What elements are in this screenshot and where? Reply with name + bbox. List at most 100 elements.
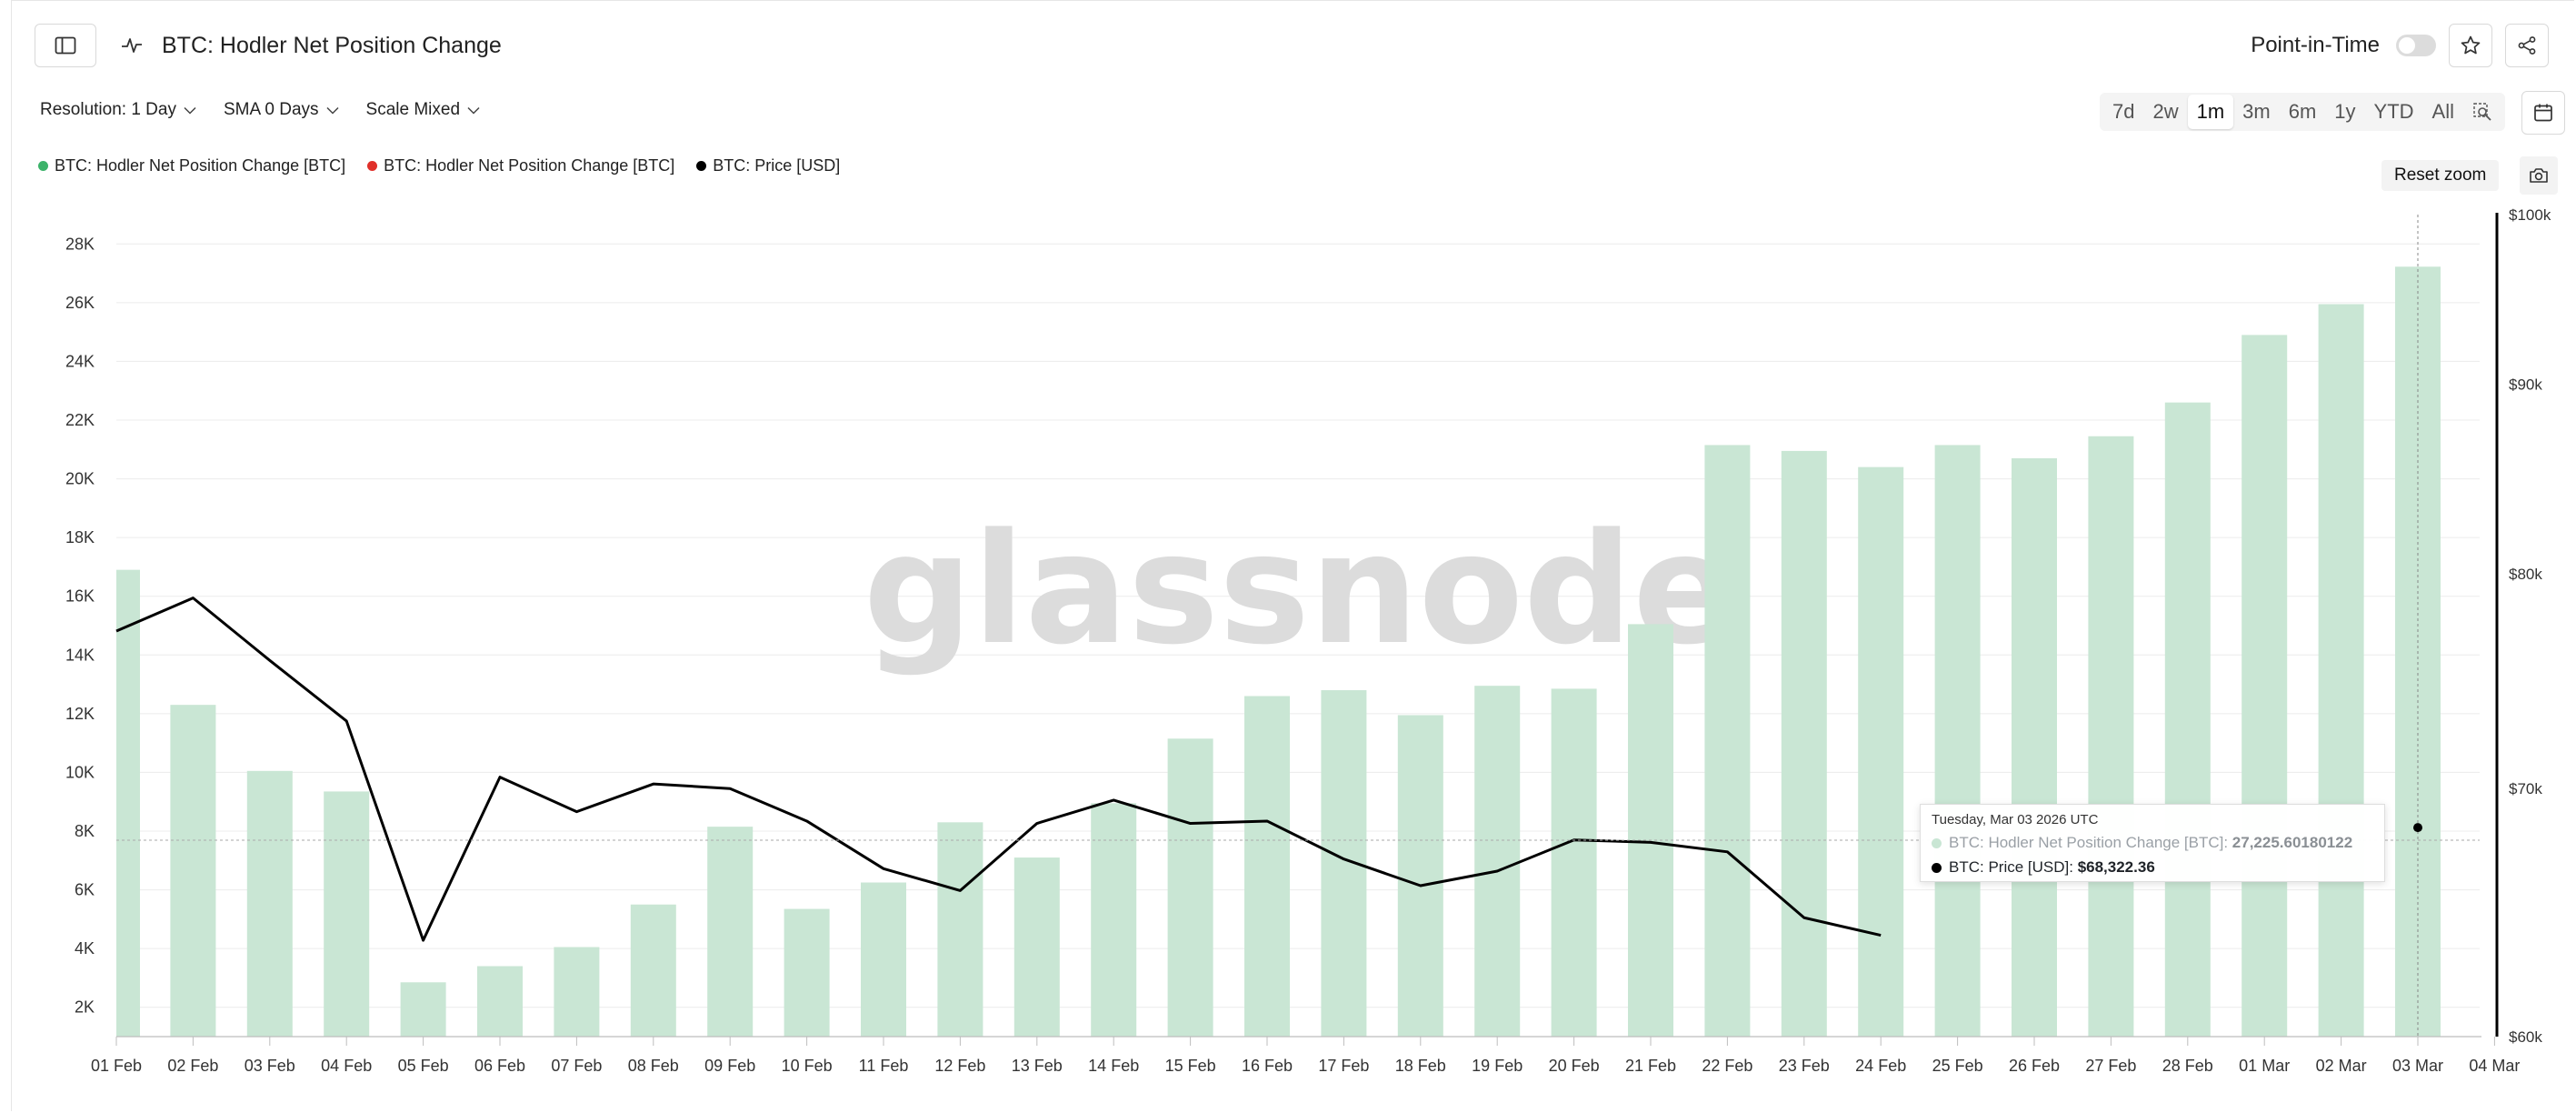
range-button-7d[interactable]: 7d (2112, 100, 2135, 123)
legend-dot (696, 161, 707, 171)
x-tick-label: 03 Feb (245, 1057, 295, 1075)
x-tick-label: 17 Feb (1318, 1057, 1369, 1075)
bar (2318, 304, 2364, 1037)
price-line (115, 597, 1882, 942)
x-tick-label: 08 Feb (628, 1057, 679, 1075)
tooltip-row2-value: $68,322.36 (2077, 858, 2155, 876)
bar (324, 791, 370, 1037)
x-tick-label: 20 Feb (1549, 1057, 1600, 1075)
range-button-3m[interactable]: 3m (2242, 100, 2271, 123)
range-button-2w[interactable]: 2w (2152, 100, 2179, 123)
bar (246, 770, 293, 1037)
screenshot-button[interactable] (2520, 156, 2558, 195)
bar (116, 569, 140, 1037)
calendar-button[interactable] (2521, 91, 2565, 135)
bar (170, 705, 216, 1037)
bar (1244, 696, 1290, 1037)
page-title: BTC: Hodler Net Position Change (162, 32, 502, 58)
bar (1474, 686, 1521, 1037)
bar (400, 982, 446, 1037)
point-in-time-label: Point-in-Time (2251, 33, 2380, 57)
x-tick-label: 07 Feb (551, 1057, 602, 1075)
legend-item[interactable]: BTC: Hodler Net Position Change [BTC] (367, 156, 674, 175)
x-tick-label: 09 Feb (704, 1057, 755, 1075)
header-actions: Point-in-Time (2251, 24, 2549, 67)
point-in-time-toggle[interactable] (2396, 35, 2436, 56)
tooltip-date: Tuesday, Mar 03 2026 UTC (1932, 812, 2099, 827)
x-tick-label: 04 Feb (321, 1057, 372, 1075)
tooltip-row2-label: BTC: Price [USD]: (1949, 858, 2078, 876)
x-tick-label: 24 Feb (1855, 1057, 1906, 1075)
chart-legend: BTC: Hodler Net Position Change [BTC] BTC… (38, 156, 840, 175)
bar (630, 904, 676, 1037)
right-tick-label: $80k (2509, 566, 2542, 583)
bar (1013, 857, 1060, 1037)
legend-dot (367, 161, 378, 171)
tooltip-row1-value: 27,225.60180122 (2232, 834, 2353, 851)
zoom-select-icon (2473, 103, 2491, 121)
bar (861, 882, 906, 1037)
range-button-ytd[interactable]: YTD (2373, 100, 2414, 123)
favorite-button[interactable] (2449, 24, 2492, 67)
bar (2012, 457, 2057, 1037)
range-button-all[interactable]: All (2431, 100, 2454, 123)
legend-label: BTC: Hodler Net Position Change [BTC] (384, 156, 675, 175)
range-button-1y[interactable]: 1y (2334, 100, 2356, 123)
x-tick-label: 26 Feb (2009, 1057, 2060, 1075)
x-tick-label: 01 Feb (91, 1057, 142, 1075)
x-tick-label: 23 Feb (1779, 1057, 1830, 1075)
hover-point (2413, 823, 2422, 833)
bar (2242, 335, 2288, 1037)
legend-item[interactable]: BTC: Price [USD] (696, 156, 840, 175)
range-button-6m[interactable]: 6m (2288, 100, 2317, 123)
chevron-down-icon (325, 106, 339, 115)
tooltip-row-price: BTC: Price [USD]: $68,322.36 (1932, 858, 2373, 877)
y-tick-label: 10K (65, 763, 95, 781)
x-tick-label: 05 Feb (398, 1057, 449, 1075)
x-tick-label: 18 Feb (1395, 1057, 1446, 1075)
sidebar-toggle-button[interactable] (35, 24, 96, 67)
chevron-down-icon (184, 106, 196, 115)
resolution-dropdown[interactable]: Resolution: 1 Day (40, 100, 196, 120)
sidebar-panel-icon (55, 36, 76, 55)
range-button-1m[interactable]: 1m (2187, 95, 2234, 129)
share-icon (2518, 36, 2536, 55)
x-tick-label: 02 Mar (2316, 1057, 2367, 1075)
sma-label: SMA 0 Days (223, 100, 319, 119)
bar (1858, 466, 1904, 1037)
bar (784, 908, 830, 1037)
scale-label: Scale Mixed (365, 100, 461, 119)
bar (1704, 445, 1751, 1037)
y-tick-label: 2K (75, 998, 95, 1017)
legend-dot (38, 161, 48, 171)
legend-item[interactable]: BTC: Hodler Net Position Change [BTC] (38, 156, 345, 175)
x-tick-label: 15 Feb (1165, 1057, 1216, 1075)
bar (1781, 450, 1827, 1037)
share-button[interactable] (2505, 24, 2549, 67)
right-tick-label: $60k (2509, 1028, 2542, 1046)
metric-pulse-icon (118, 32, 145, 59)
resolution-label: Resolution: 1 Day (40, 100, 176, 119)
x-tick-label: 16 Feb (1242, 1057, 1293, 1075)
x-tick-label: 25 Feb (1932, 1057, 1983, 1075)
sma-dropdown[interactable]: SMA 0 Days (224, 100, 339, 120)
x-tick-label: 22 Feb (1702, 1057, 1752, 1075)
chart-tooltip: Tuesday, Mar 03 2026 UTC BTC: Hodler Net… (1920, 804, 2385, 882)
x-tick-label: 11 Feb (859, 1057, 909, 1075)
reset-zoom-button[interactable]: Reset zoom (2381, 160, 2500, 191)
bar (937, 822, 983, 1037)
x-tick-label: 01 Mar (2239, 1057, 2290, 1075)
bar (707, 827, 754, 1037)
bar (1628, 624, 1673, 1037)
tooltip-green-dot (1932, 837, 1942, 848)
zoom-select-button[interactable] (2463, 96, 2501, 127)
x-tick-label: 13 Feb (1012, 1057, 1063, 1075)
y-tick-label: 28K (65, 235, 95, 253)
y-tick-label: 24K (65, 352, 95, 370)
bar (2088, 436, 2134, 1037)
star-icon (2461, 35, 2481, 55)
scale-dropdown[interactable]: Scale Mixed (366, 100, 481, 120)
legend-label: BTC: Hodler Net Position Change [BTC] (55, 156, 346, 175)
bar (1551, 688, 1597, 1037)
